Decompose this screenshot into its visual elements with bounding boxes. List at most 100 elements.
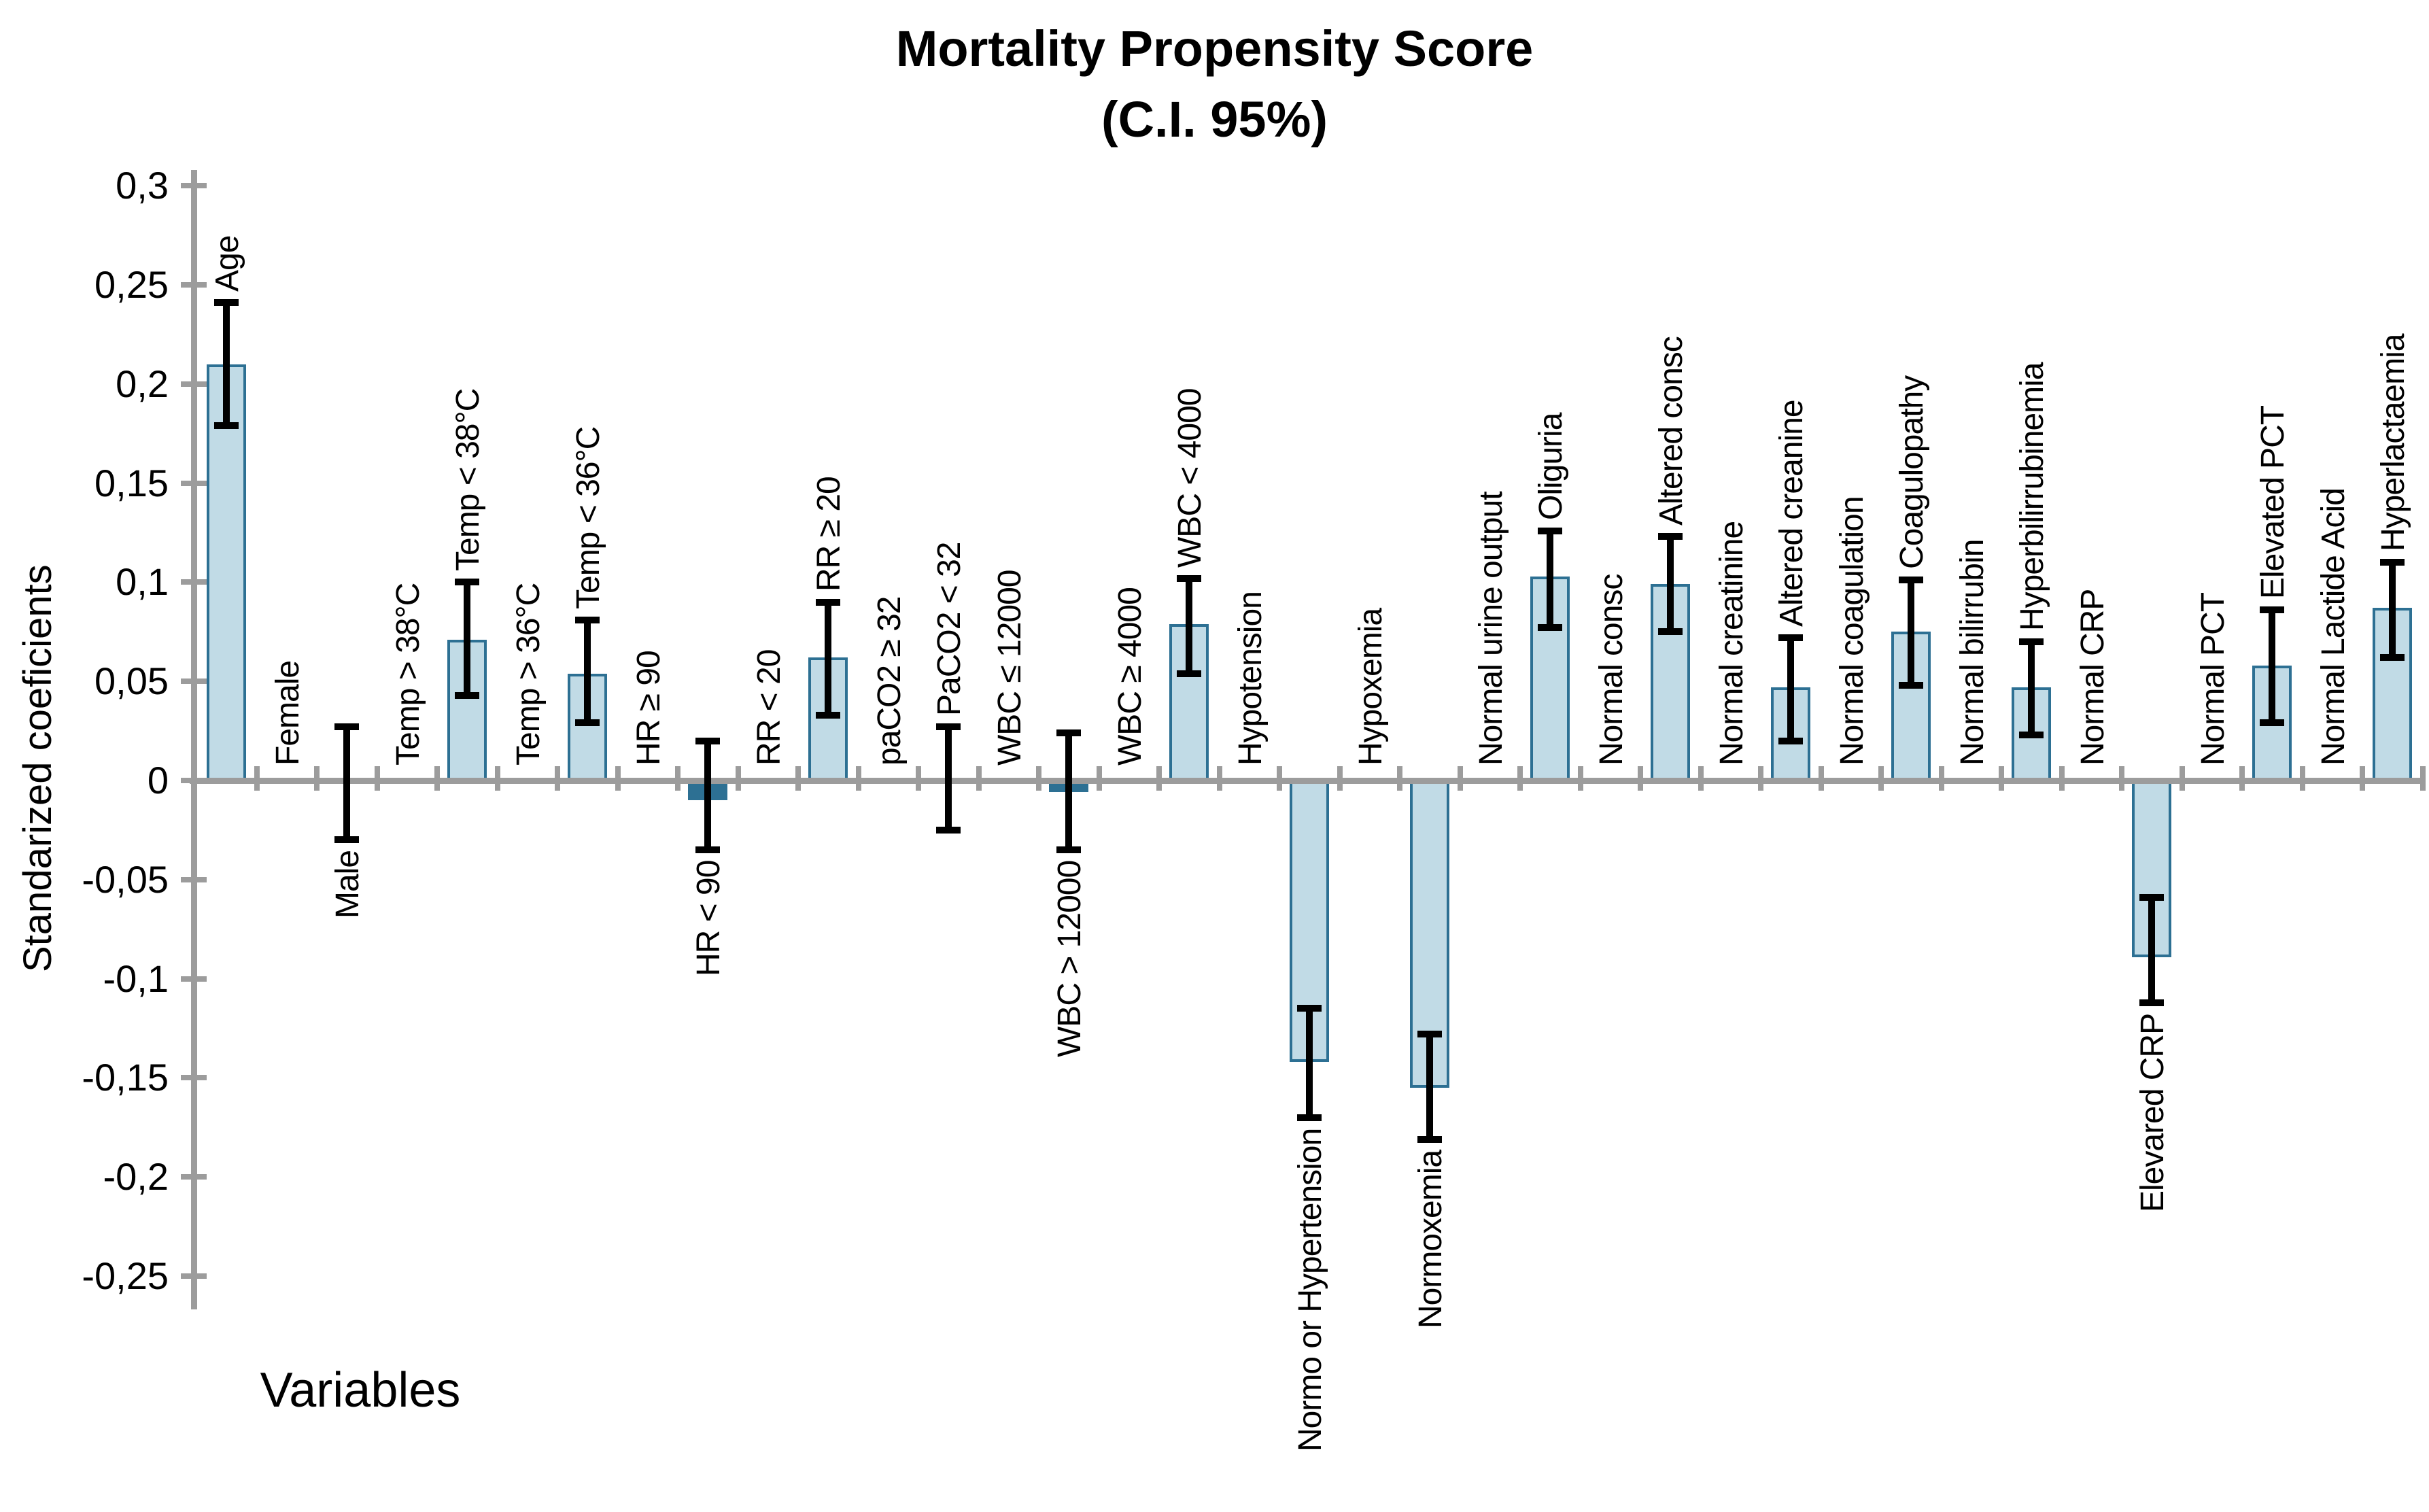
error-bar-cap-top [1177,574,1202,582]
error-bar [464,582,471,695]
error-bar-cap-top [1658,533,1683,540]
y-tick [181,678,207,685]
y-tick-label: 0,2 [116,362,169,405]
y-tick [181,976,207,982]
error-bar [2148,897,2156,1003]
error-bar [223,303,230,426]
y-tick-label: -0,1 [103,957,169,1000]
x-tick [1938,766,1944,791]
category-label: Temp > 36°C [510,583,547,766]
y-tick [181,1273,207,1279]
error-bar-cap-top [1778,634,1804,642]
error-bar-cap-top [1417,1031,1443,1038]
x-tick [1818,766,1824,791]
y-tick-label: 0,05 [94,659,169,703]
error-bar-cap-top [455,579,480,586]
x-tick [1096,766,1102,791]
category-label: Normal PCT [2194,592,2231,766]
error-bar [343,727,351,840]
category-label: Altered consc [1653,337,1690,526]
x-tick [1397,766,1402,791]
error-bar-cap-top [214,299,239,307]
error-bar-cap-top [334,723,360,731]
error-bar-cap-bottom [1778,737,1804,744]
category-label: Altered creanine [1774,400,1810,628]
error-bar [825,602,832,715]
category-label: Coagulopathy [1894,376,1931,570]
error-bar-cap-top [936,723,961,731]
category-label: Age [209,235,246,292]
category-label: Normal bilirrubin [1954,539,1991,766]
x-tick [2239,766,2245,791]
x-tick [1638,766,1643,791]
x-axis-title: Variables [260,1363,461,1418]
x-tick [1999,766,2004,791]
category-label: WBC ≥ 4000 [1112,587,1148,766]
y-tick [181,579,207,585]
error-bar-cap-bottom [334,836,360,844]
category-label: Normal creatinine [1713,521,1750,766]
x-tick [1758,766,1763,791]
error-bar [1065,733,1073,850]
error-bar [2269,610,2276,723]
y-tick [181,1174,207,1180]
error-bar-cap-bottom [1658,628,1683,636]
y-tick [181,778,207,783]
y-tick-label: -0,15 [82,1056,169,1099]
y-tick [181,480,207,486]
category-label: Normal CRP [2074,589,2111,766]
y-tick-label: 0,1 [116,560,169,604]
error-bar-cap-bottom [575,719,600,727]
error-bar-cap-bottom [1177,670,1202,677]
error-bar-cap-top [1899,577,1924,584]
chart-subtitle: (C.I. 95%) [1101,91,1328,148]
category-label: Hyperlactaemia [2375,334,2412,552]
category-label: WBC ≤ 12000 [991,570,1028,766]
error-bar-cap-top [1297,1005,1322,1012]
category-label: Normoxemia [1413,1150,1449,1328]
error-bar [2389,562,2396,658]
error-bar [945,727,952,830]
chart-title: Mortality Propensity Score [895,20,1534,77]
x-tick [1216,766,1222,791]
error-bar-cap-top [695,737,721,744]
error-bar [1908,580,1915,686]
x-tick [1517,766,1523,791]
error-bar-cap-top [816,598,841,606]
y-tick [181,1075,207,1081]
error-bar-cap-top [2260,606,2285,614]
y-tick [181,876,207,882]
error-bar [1787,638,1795,741]
error-bar-cap-top [575,616,600,623]
x-tick [2058,766,2065,791]
y-tick-label: -0,25 [82,1254,169,1297]
category-label: Hypotension [1232,591,1269,766]
x-tick [1277,766,1282,791]
x-tick [2299,766,2305,791]
category-label: RR ≥ 20 [811,476,848,591]
x-tick [1337,766,1343,791]
error-bar [1186,578,1193,674]
bar [1410,780,1450,1088]
x-tick [1878,766,1884,791]
category-label: Temp > 38°C [390,583,426,766]
x-tick [1036,766,1041,791]
category-label: Temp < 38°C [450,389,487,572]
category-label: Normal Lactide Acid [2315,488,2352,766]
category-label: Hyperbilirrubinemia [2014,362,2051,631]
x-tick [1156,766,1162,791]
x-tick [735,766,741,791]
x-tick [976,766,982,791]
x-tick [2419,766,2426,791]
category-label: Elevared CRP [2135,1013,2171,1212]
y-tick [181,381,207,387]
y-tick-label: 0,25 [94,263,169,306]
x-tick [314,766,320,791]
error-bar-cap-top [1056,729,1082,737]
category-label: Normal urine output [1472,492,1509,766]
error-bar [584,619,591,723]
error-bar-cap-bottom [2380,654,2405,662]
y-tick [181,183,207,189]
